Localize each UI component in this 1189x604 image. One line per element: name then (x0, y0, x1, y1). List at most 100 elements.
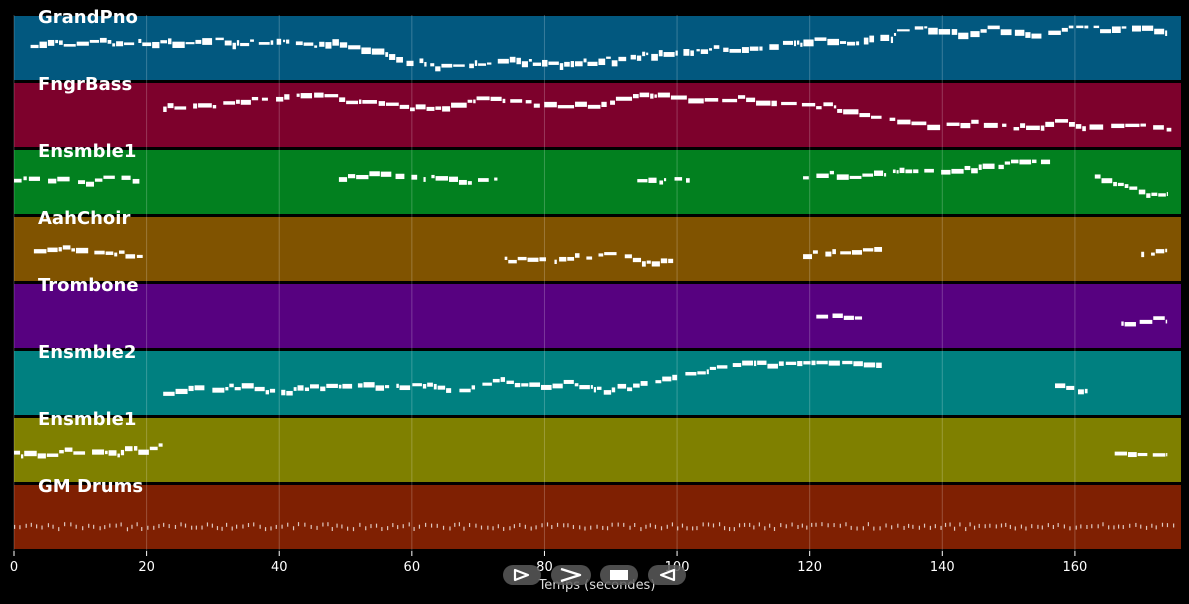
note (903, 525, 905, 530)
note (1002, 123, 1007, 127)
note (640, 527, 642, 532)
note (1000, 29, 1012, 36)
note (897, 119, 911, 125)
note (1025, 32, 1031, 38)
track-label: GM Drums (38, 476, 144, 497)
note (114, 252, 118, 257)
note (839, 523, 841, 528)
note (396, 56, 403, 63)
note (30, 522, 32, 527)
note (105, 450, 108, 455)
note (25, 523, 27, 528)
note (422, 384, 427, 389)
note (88, 523, 90, 528)
note (1055, 119, 1069, 123)
note (435, 176, 449, 181)
note (1077, 389, 1084, 395)
note (683, 49, 690, 56)
note (231, 526, 233, 531)
note (73, 451, 86, 455)
note (980, 29, 987, 33)
note (1025, 526, 1027, 531)
note (615, 96, 633, 101)
note (449, 526, 451, 531)
note (370, 524, 372, 529)
note (99, 37, 107, 43)
note (1031, 33, 1042, 39)
note (738, 95, 746, 99)
note (59, 40, 63, 45)
note (1032, 159, 1037, 164)
note (468, 523, 471, 528)
note (232, 42, 236, 50)
note (497, 58, 509, 64)
note (951, 29, 958, 35)
note (115, 523, 117, 528)
note (1166, 523, 1169, 528)
note (1057, 523, 1059, 528)
note (1158, 193, 1166, 197)
note (1013, 127, 1020, 131)
note (112, 43, 116, 47)
note (743, 522, 746, 527)
note (138, 449, 149, 455)
note (419, 58, 424, 64)
note (842, 360, 853, 365)
note (521, 61, 528, 68)
note (92, 449, 105, 455)
note (696, 526, 698, 531)
note (195, 39, 202, 44)
note (55, 39, 59, 44)
play-reverse-outline-icon (659, 568, 676, 582)
note (510, 99, 523, 103)
note (548, 61, 559, 65)
note (686, 526, 688, 531)
note (320, 386, 326, 392)
note (107, 40, 112, 44)
note (1127, 452, 1137, 458)
note (265, 390, 269, 395)
note (874, 246, 883, 252)
note (668, 258, 674, 264)
note (1165, 319, 1168, 324)
note (104, 525, 106, 530)
note (363, 382, 375, 388)
note (556, 522, 559, 527)
note (849, 175, 862, 179)
note (567, 523, 569, 528)
note (753, 360, 757, 367)
note (133, 446, 138, 451)
note (105, 251, 114, 255)
note (801, 102, 816, 107)
note (1052, 524, 1054, 529)
note (1093, 25, 1100, 29)
note (660, 526, 663, 531)
note (385, 52, 389, 57)
note (1151, 192, 1158, 196)
track-label: Ensmble1 (38, 409, 137, 430)
note (160, 40, 168, 44)
note (478, 63, 487, 66)
stop-button[interactable] (600, 565, 638, 585)
note (385, 102, 399, 106)
note (732, 363, 742, 368)
note (617, 383, 627, 389)
track-label: Ensmble2 (38, 342, 137, 363)
note (163, 522, 165, 527)
note (426, 106, 435, 111)
note (316, 525, 318, 530)
note (821, 522, 823, 527)
note (458, 522, 461, 527)
note (540, 384, 552, 390)
rewind-button[interactable] (648, 565, 686, 585)
note (700, 49, 709, 54)
note (741, 47, 749, 53)
note (1094, 174, 1101, 179)
note (654, 94, 657, 98)
play-button[interactable] (503, 565, 541, 585)
note (236, 99, 240, 104)
fast-forward-button[interactable] (551, 565, 591, 585)
note (1019, 159, 1032, 165)
note (924, 168, 934, 173)
note (918, 525, 920, 530)
